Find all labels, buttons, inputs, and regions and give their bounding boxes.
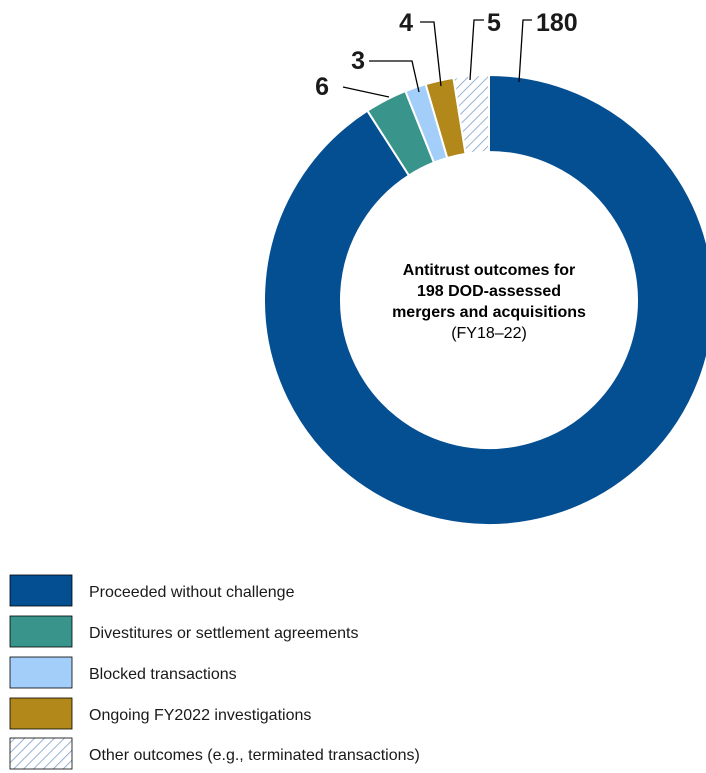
data-label-divestitures: 6: [315, 73, 329, 101]
legend-swatch-divestitures: [9, 615, 73, 648]
center-title-line-1: Antitrust outcomes for: [403, 262, 575, 279]
center-title-line-2: 198 DOD-assessed: [417, 283, 561, 300]
donut-slice-proceeded: [263, 73, 706, 526]
leader-line-ongoing: [420, 21, 442, 87]
data-label-blocked: 3: [351, 47, 365, 75]
legend-label-other: Other outcomes (e.g., terminated transac…: [89, 747, 420, 764]
leader-line-divestitures: [342, 86, 390, 98]
legend-swatch-other: [9, 737, 73, 770]
legend-label-blocked: Blocked transactions: [89, 666, 237, 683]
donut-slice-other: [452, 73, 490, 156]
legend-label-proceeded: Proceeded without challenge: [89, 584, 295, 601]
legend-swatch-proceeded: [9, 574, 73, 607]
center-subtitle: (FY18–22): [451, 325, 527, 342]
legend-swatch-ongoing: [9, 697, 73, 730]
donut-slices: [263, 73, 706, 526]
legend-swatch-blocked: [9, 656, 73, 689]
donut-center-label: Antitrust outcomes for 198 DOD-assessed …: [392, 262, 586, 342]
leader-line-proceeded: [518, 19, 532, 83]
legend-label-divestitures: Divestitures or settlement agreements: [89, 625, 358, 642]
leader-line-other: [469, 19, 484, 81]
center-title-line-3: mergers and acquisitions: [392, 304, 586, 321]
data-label-ongoing: 4: [399, 9, 413, 37]
chart-legend: Proceeded without challenge Divestitures…: [9, 574, 420, 770]
data-label-proceeded: 180: [536, 9, 578, 37]
data-label-other: 5: [487, 9, 501, 37]
slice-data-labels: 6 3 4 5 180: [315, 9, 578, 101]
legend-label-ongoing: Ongoing FY2022 investigations: [89, 707, 311, 724]
leader-line-blocked: [369, 60, 420, 93]
